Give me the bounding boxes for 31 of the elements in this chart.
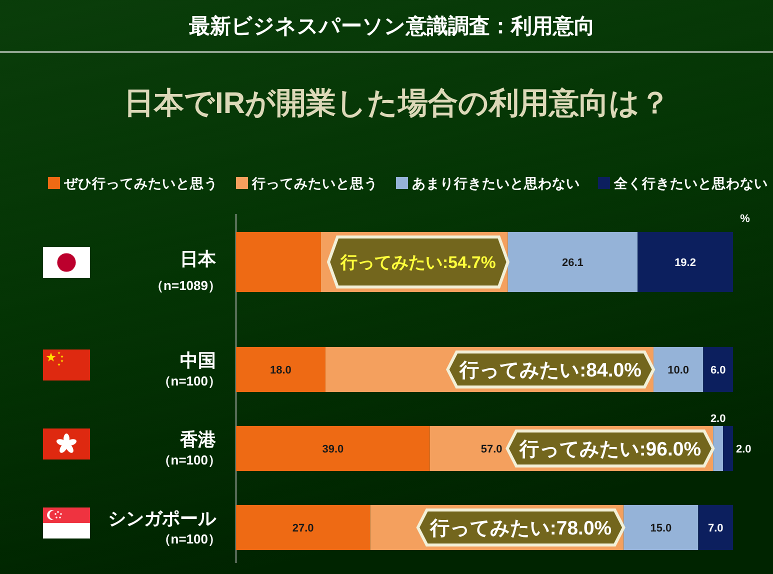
annotation: 行ってみたい:84.0% bbox=[458, 360, 642, 382]
data-label: 15.0 bbox=[650, 522, 672, 534]
legend-label: ぜひ行ってみたいと思う bbox=[63, 176, 218, 191]
annotation: 行ってみたい:54.7% bbox=[340, 253, 496, 272]
chart-title: 最新ビジネスパーソン意識調査：利用意向 bbox=[188, 14, 595, 38]
x-axis-title: % bbox=[740, 213, 750, 225]
data-label: 26.1 bbox=[562, 257, 584, 269]
data-label: 2.0 bbox=[710, 413, 726, 425]
data-label: 27.0 bbox=[292, 522, 314, 534]
data-label: 18.0 bbox=[270, 364, 292, 376]
annotation: 行ってみたい:84.0% bbox=[446, 350, 656, 388]
legend-label: 全く行きたいと思わない bbox=[613, 176, 768, 191]
legend-label: あまり行きたいと思わない bbox=[412, 176, 580, 191]
y-tick-label: 中国（n=100） bbox=[158, 350, 221, 388]
annotation: 行ってみたい:54.7% bbox=[326, 236, 510, 288]
data-label: 2.0 bbox=[736, 444, 752, 456]
data-label: 10.0 bbox=[668, 364, 690, 376]
y-tick-label: 香港（n=100） bbox=[158, 430, 221, 468]
data-label: 39.0 bbox=[322, 444, 344, 456]
data-label: 7.0 bbox=[708, 522, 724, 534]
legend-label: 行ってみたいと思う bbox=[251, 176, 378, 191]
data-label: 19.2 bbox=[674, 257, 696, 269]
data-label: 57.0 bbox=[480, 444, 502, 456]
data-label: 6.0 bbox=[710, 364, 726, 376]
annotation: 行ってみたい:78.0% bbox=[428, 518, 612, 540]
y-tick-label: 日本（n=1089） bbox=[150, 249, 221, 293]
annotation: 行ってみたい:96.0% bbox=[506, 430, 715, 468]
y-tick-label: シンガポール（n=100） bbox=[108, 508, 221, 546]
annotation: 行ってみたい:78.0% bbox=[416, 508, 626, 546]
annotation: 行ってみたい:96.0% bbox=[518, 438, 702, 461]
chart-subtitle: 日本でIRが開業した場合の利用意向は？ bbox=[124, 87, 670, 120]
